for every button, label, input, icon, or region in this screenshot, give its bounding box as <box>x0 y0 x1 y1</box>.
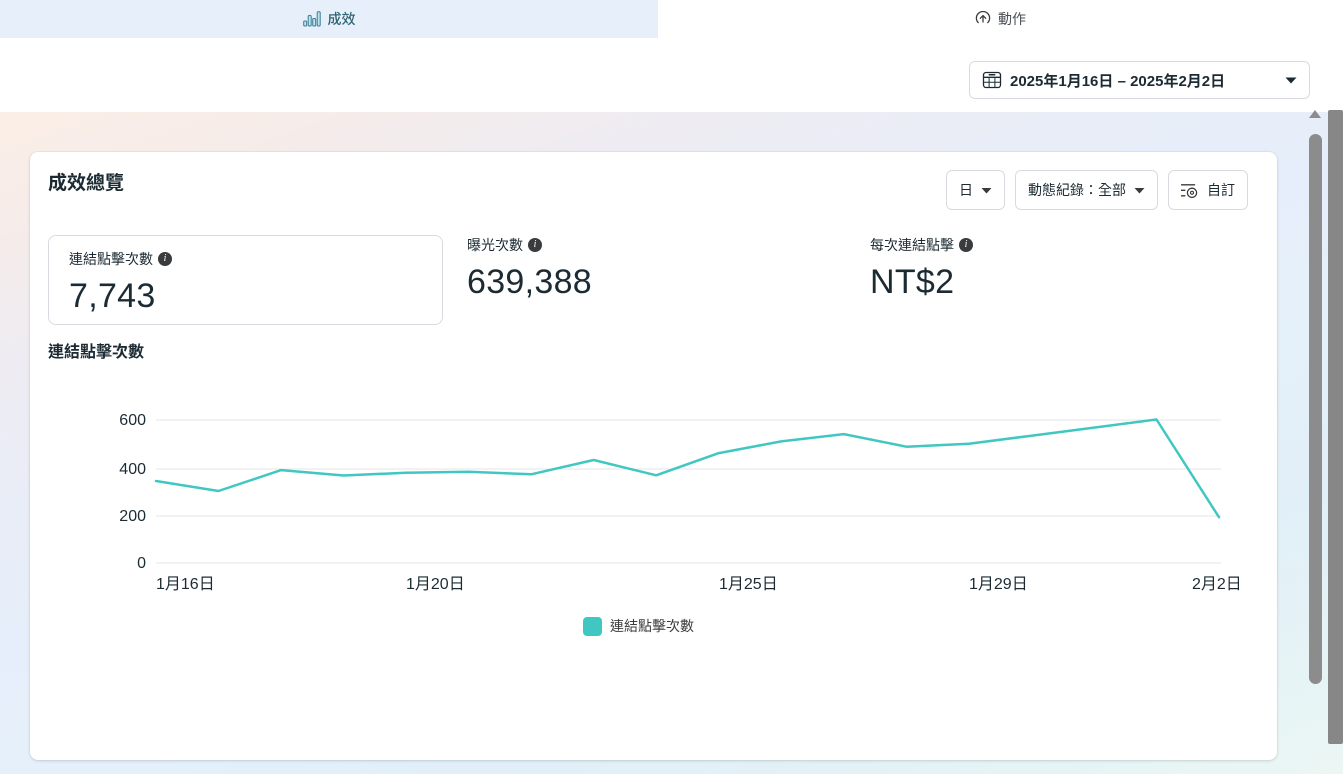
svg-text:1月16日: 1月16日 <box>156 576 215 593</box>
svg-text:1月20日: 1月20日 <box>406 576 465 593</box>
svg-text:600: 600 <box>119 412 146 429</box>
svg-text:200: 200 <box>119 508 146 525</box>
svg-text:400: 400 <box>119 461 146 478</box>
svg-text:0: 0 <box>137 555 146 572</box>
svg-text:2月2日: 2月2日 <box>1192 576 1239 593</box>
svg-text:1月25日: 1月25日 <box>719 576 778 593</box>
svg-text:1月29日: 1月29日 <box>969 576 1028 593</box>
